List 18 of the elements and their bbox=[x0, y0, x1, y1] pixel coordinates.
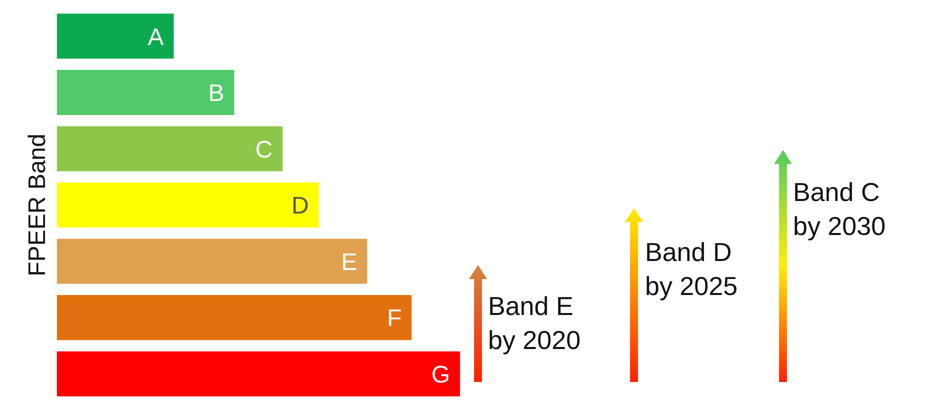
bar bbox=[56, 126, 283, 172]
y-tick-label: B bbox=[208, 80, 224, 108]
bar bbox=[56, 351, 460, 396]
y-tick-label: E bbox=[341, 248, 358, 276]
text: Band E by 2020 bbox=[488, 290, 581, 357]
bar bbox=[56, 182, 319, 228]
text: Band C by 2030 bbox=[793, 176, 886, 243]
y-tick-label: G bbox=[431, 361, 450, 388]
y-axis-title: FPEER Band bbox=[24, 134, 52, 276]
y-tick-label: A bbox=[148, 24, 164, 51]
bar bbox=[56, 295, 412, 340]
bar bbox=[56, 238, 368, 284]
bar bbox=[56, 14, 174, 59]
bar bbox=[56, 70, 234, 115]
text: Band D by 2025 bbox=[645, 236, 738, 303]
y-tick-label: D bbox=[292, 192, 309, 220]
y-tick-label: F bbox=[386, 305, 402, 332]
y-tick-label: C bbox=[255, 136, 273, 164]
